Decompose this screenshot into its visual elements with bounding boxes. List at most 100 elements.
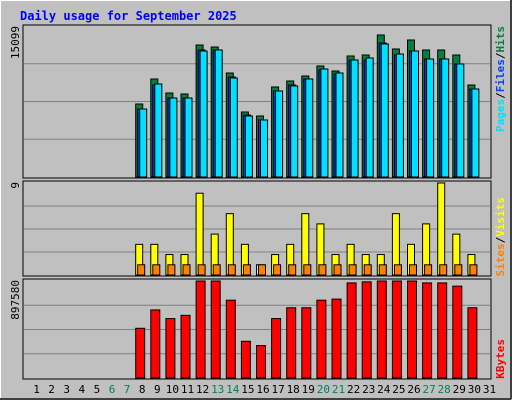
bar-pages-day-17	[275, 90, 284, 178]
bar-kbytes-day-9	[150, 309, 161, 379]
kbytes-bars	[24, 280, 490, 379]
bar-pages-day-11	[184, 97, 193, 178]
bar-visits-day-28	[437, 182, 446, 276]
bar-kbytes-day-27	[422, 282, 433, 379]
kbytes-ymax-label: 897580	[9, 280, 22, 320]
legend-text: Pages/Files/Hits	[494, 26, 507, 132]
kbytes-panel	[22, 278, 492, 380]
day-label-30: 30	[468, 383, 481, 396]
day-label-31: 31	[483, 383, 496, 396]
bar-kbytes-day-23	[361, 281, 372, 379]
bar-sites-day-14	[227, 264, 236, 276]
bar-kbytes-day-25	[391, 280, 402, 379]
visits-legend: Sites/Visits	[494, 197, 507, 277]
bar-sites-day-18	[288, 264, 297, 276]
bar-kbytes-day-29	[452, 285, 463, 379]
bar-kbytes-day-24	[376, 280, 387, 379]
bar-sites-day-25	[393, 264, 402, 276]
bar-sites-day-19	[303, 264, 312, 276]
day-label-21: 21	[332, 383, 345, 396]
bar-sites-day-15	[242, 264, 251, 276]
day-label-8: 8	[139, 383, 146, 396]
bar-sites-day-24	[378, 264, 387, 276]
bar-sites-day-10	[167, 264, 176, 276]
visits-ymax-label: 9	[9, 182, 22, 189]
day-label-12: 12	[196, 383, 209, 396]
bar-sites-day-13	[212, 264, 221, 276]
bar-kbytes-day-14	[225, 299, 236, 379]
bar-sites-day-16	[258, 264, 266, 276]
hits-files-pages-bars	[24, 34, 490, 178]
bar-pages-day-29	[456, 63, 465, 178]
bar-pages-day-8	[139, 108, 148, 178]
bar-pages-day-9	[154, 83, 163, 178]
bar-kbytes-day-8	[135, 327, 146, 379]
bar-pages-day-21	[335, 72, 344, 178]
bar-pages-day-20	[320, 68, 329, 178]
legend-hits: Hits	[494, 26, 507, 53]
bar-sites-day-26	[409, 264, 417, 276]
day-label-5: 5	[94, 383, 101, 396]
day-label-22: 22	[347, 383, 360, 396]
day-label-23: 23	[362, 383, 375, 396]
bar-pages-day-13	[214, 49, 223, 178]
bar-pages-day-10	[169, 97, 178, 178]
bar-kbytes-day-17	[271, 318, 282, 379]
bar-sites-day-22	[348, 264, 357, 276]
legend-visits: Visits	[494, 197, 507, 237]
day-label-26: 26	[407, 383, 420, 396]
bar-pages-day-19	[305, 78, 314, 178]
bar-pages-day-28	[441, 58, 450, 178]
visits-panel	[22, 180, 492, 277]
bar-pages-day-22	[350, 59, 359, 178]
day-label-4: 4	[78, 383, 85, 396]
day-label-19: 19	[302, 383, 315, 396]
bar-pages-day-25	[395, 53, 404, 178]
bar-sites-day-23	[363, 264, 372, 276]
bar-pages-day-16	[260, 119, 268, 178]
day-label-1: 1	[33, 383, 40, 396]
bar-sites-day-8	[137, 264, 146, 276]
hits-ymax-label: 15099	[9, 26, 22, 59]
day-label-7: 7	[124, 383, 131, 396]
bar-sites-day-28	[439, 264, 448, 276]
bar-kbytes-day-15	[240, 340, 251, 379]
bar-kbytes-day-13	[210, 280, 221, 379]
day-label-18: 18	[287, 383, 300, 396]
bar-kbytes-day-12	[195, 280, 206, 379]
bar-pages-day-14	[229, 77, 238, 178]
day-label-29: 29	[453, 383, 466, 396]
day-label-25: 25	[392, 383, 405, 396]
legend-kbytes: KBytes	[494, 339, 507, 379]
day-label-14: 14	[226, 383, 240, 396]
bar-pages-day-12	[199, 50, 208, 178]
bar-pages-day-15	[244, 115, 253, 178]
visits-sites-bars	[24, 182, 490, 276]
legend-text: KBytes	[494, 339, 507, 379]
bar-kbytes-day-18	[286, 307, 297, 379]
bar-pages-day-26	[411, 50, 419, 178]
hits-legend: Pages/Files/Hits	[494, 26, 507, 132]
bar-kbytes-day-10	[165, 318, 176, 379]
bar-pages-day-18	[290, 85, 299, 178]
bar-kbytes-day-19	[301, 307, 312, 379]
legend-separator: /	[494, 92, 507, 99]
day-label-15: 15	[241, 383, 254, 396]
legend-pages: Pages	[494, 99, 507, 132]
kbytes-legend: KBytes	[494, 339, 507, 379]
legend-text: Sites/Visits	[494, 197, 507, 277]
day-label-28: 28	[438, 383, 451, 396]
day-label-17: 17	[271, 383, 284, 396]
chart-title: Daily usage for September 2025	[20, 9, 237, 23]
day-label-6: 6	[109, 383, 116, 396]
bar-kbytes-day-11	[180, 314, 191, 379]
bar-sites-day-17	[273, 264, 282, 276]
bar-sites-day-21	[333, 264, 342, 276]
bar-sites-day-20	[318, 264, 327, 276]
day-label-3: 3	[63, 383, 70, 396]
bar-pages-day-27	[426, 58, 435, 178]
bar-sites-day-27	[424, 264, 433, 276]
day-label-27: 27	[422, 383, 435, 396]
day-label-10: 10	[166, 383, 179, 396]
